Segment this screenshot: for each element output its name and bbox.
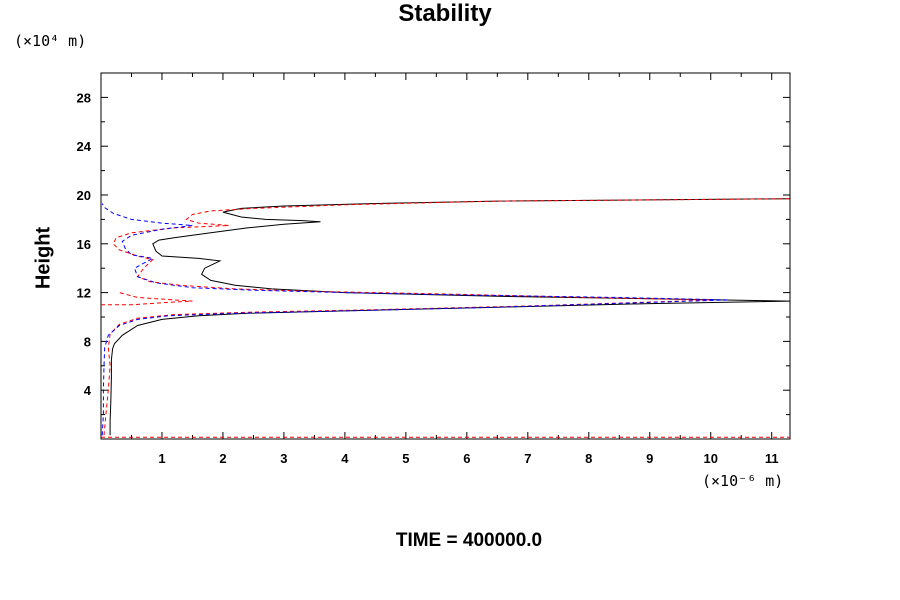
x-tick-label: 3 — [280, 451, 287, 466]
x-tick-label: 5 — [402, 451, 409, 466]
x-tick-label: 10 — [704, 451, 718, 466]
x-tick-label: 8 — [585, 451, 592, 466]
y-tick-label: 12 — [77, 286, 91, 301]
series-line-4 — [101, 292, 193, 306]
y-tick-label: 28 — [77, 90, 91, 105]
x-tick-label: 4 — [341, 451, 349, 466]
x-tick-label: 2 — [219, 451, 226, 466]
x-tick-label: 9 — [646, 451, 653, 466]
time-label: TIME = 400000.0 — [395, 530, 543, 551]
series-line-3 — [101, 203, 730, 436]
plot-frame — [100, 72, 791, 440]
y-tick-label: 8 — [84, 334, 91, 349]
y-tick-label: 20 — [77, 188, 91, 203]
chart-title: Stability — [398, 0, 492, 27]
y-tick-label: 16 — [77, 237, 91, 252]
series-lines — [101, 198, 791, 438]
series-line-1 — [109, 198, 791, 436]
series-line-2 — [103, 198, 791, 436]
x-tick-label: 7 — [524, 451, 531, 466]
y-tick-label: 24 — [77, 139, 92, 154]
x-axis-unit: (×10⁻⁶ m) — [702, 472, 784, 490]
x-tick-label: 6 — [463, 451, 470, 466]
y-tick-label: 4 — [84, 383, 92, 398]
y-axis-unit: (×10⁴ m) — [14, 32, 87, 50]
axis-ticks — [101, 72, 790, 439]
x-tick-label: 1 — [158, 451, 165, 466]
x-tick-label: 11 — [765, 451, 779, 466]
